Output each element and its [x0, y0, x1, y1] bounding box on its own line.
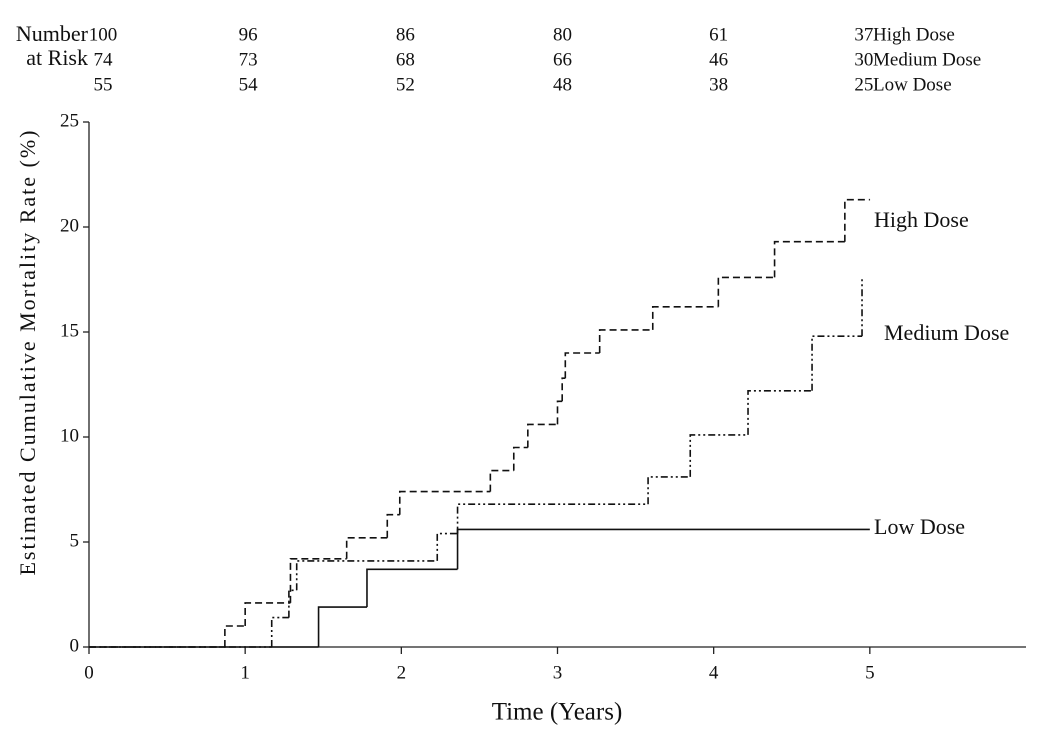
step-segment — [345, 537, 388, 559]
risk-count: 30 — [854, 49, 873, 70]
risk-count: 48 — [553, 74, 572, 95]
risk-count: 86 — [396, 24, 415, 45]
step-segment — [527, 423, 558, 448]
step-segment — [811, 335, 863, 391]
risk-count: 38 — [709, 74, 728, 95]
step-segment — [456, 528, 870, 570]
step-segment — [844, 198, 870, 242]
step-segment — [647, 476, 691, 505]
risk-row-name: Medium Dose — [873, 49, 981, 70]
x-tick-label: 1 — [240, 662, 250, 683]
step-segment — [456, 503, 649, 534]
step-segment — [689, 434, 749, 477]
risk-count: 73 — [239, 49, 258, 70]
step-segment — [224, 625, 246, 647]
risk-count: 25 — [854, 74, 873, 95]
step-segment — [244, 602, 291, 626]
risk-count: 52 — [396, 74, 415, 95]
risk-count: 61 — [709, 24, 728, 45]
risk-label: Number — [16, 21, 89, 46]
risk-row-name: Low Dose — [873, 74, 952, 95]
y-tick-label: 5 — [70, 530, 80, 551]
step-segment — [598, 329, 653, 353]
risk-count: 55 — [94, 74, 113, 95]
step-segment — [512, 446, 528, 471]
step-segment — [747, 390, 813, 435]
step-segment — [489, 469, 514, 492]
y-tick-label: 15 — [60, 320, 79, 341]
step-segment — [436, 532, 458, 561]
step-segment — [651, 306, 719, 330]
step-segment — [398, 490, 491, 515]
series-label: High Dose — [874, 207, 969, 232]
step-segment — [295, 560, 438, 591]
step-segment — [288, 589, 297, 618]
y-tick-label: 25 — [60, 110, 79, 131]
x-tick-label: 0 — [84, 662, 94, 683]
x-tick-label: 4 — [709, 662, 719, 683]
step-segment — [556, 400, 563, 425]
x-tick-label: 2 — [397, 662, 407, 683]
x-axis-title: Time (Years) — [492, 699, 623, 726]
step-segment — [564, 352, 600, 379]
y-tick-label: 0 — [70, 635, 80, 656]
risk-row-name: High Dose — [873, 24, 955, 45]
y-tick-label: 10 — [60, 425, 79, 446]
step-segment — [317, 606, 367, 647]
step-segment — [773, 240, 845, 278]
risk-label: at Risk — [26, 45, 88, 70]
risk-count: 74 — [94, 49, 114, 70]
risk-count: 68 — [396, 49, 415, 70]
y-axis-title: Estimated Cumulative Mortality Rate (%) — [15, 128, 40, 575]
step-segment — [386, 513, 400, 538]
risk-count: 96 — [239, 24, 258, 45]
series-label: Medium Dose — [884, 320, 1009, 345]
x-tick-label: 3 — [553, 662, 563, 683]
step-segment — [717, 276, 775, 307]
risk-count: 46 — [709, 49, 728, 70]
y-tick-label: 20 — [60, 215, 79, 236]
step-segment — [561, 377, 566, 402]
series-label: Low Dose — [874, 514, 965, 539]
step-segment — [289, 558, 347, 603]
step-segment — [366, 568, 458, 608]
x-tick-label: 5 — [865, 662, 875, 683]
risk-count: 54 — [239, 74, 259, 95]
risk-count: 80 — [553, 24, 572, 45]
risk-count: 100 — [89, 24, 118, 45]
risk-count: 66 — [553, 49, 572, 70]
risk-count: 37 — [854, 24, 873, 45]
step-segment — [270, 616, 289, 647]
